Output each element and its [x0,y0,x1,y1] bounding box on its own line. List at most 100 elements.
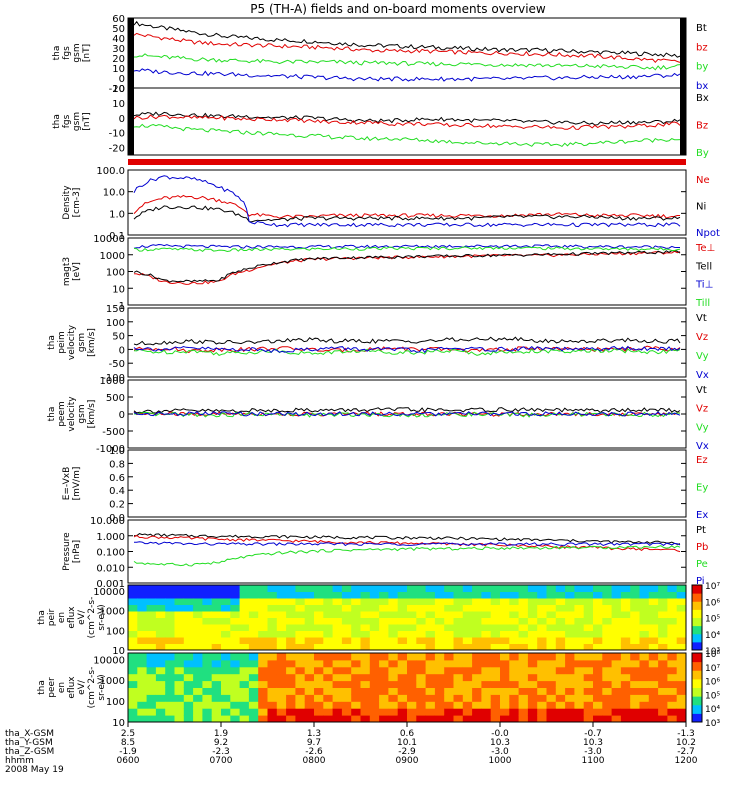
spectrogram-cell [360,624,371,631]
spectrogram-cell [481,666,492,675]
spectrogram-cell [369,666,380,675]
spectrogram-cell [509,687,520,695]
spectrogram-cell [490,611,501,618]
spectrogram-cell [500,585,510,592]
spectrogram-cell [620,598,631,605]
spectrogram-cell [239,624,250,631]
spectrogram-cell [267,653,278,661]
spectrogram-cell [137,591,148,599]
spectrogram-cell [462,624,473,631]
spectrogram-cell [174,680,185,688]
spectrogram-cell [444,630,454,638]
spectrogram-cell [611,617,622,625]
spectrogram-cell [676,643,687,651]
spectrogram-cell [425,673,436,682]
series-line [133,123,681,148]
spectrogram-cell [286,708,296,716]
colorbar-label: 10⁶ [705,598,720,608]
spectrogram-cell [323,624,334,631]
spectrogram-cell [537,715,547,723]
spectrogram-cell [462,585,473,592]
spectrogram-cell [276,666,287,675]
panel-frame [127,169,687,236]
y-tick-label: 100.0 [96,166,125,177]
spectrogram-cell [193,659,203,668]
spectrogram-cell [276,624,287,631]
spectrogram-cell [137,687,148,695]
y-tick-label: 10 [112,284,125,295]
spectrogram-cell [221,637,231,644]
panel-frame [127,449,687,518]
spectrogram-cell [221,611,231,618]
spectrogram-cell [202,611,213,618]
spectrogram-cell [490,637,501,644]
spectrogram-cell [202,708,213,716]
spectrogram-cell [444,611,454,618]
spectrogram-cell [472,604,482,612]
spectrogram-cell [574,659,585,668]
legend-entry: Vt [696,385,707,396]
spectrogram-cell [388,611,399,618]
spectrogram-cell [667,701,678,709]
spectrogram-cell [155,624,166,631]
spectrogram-cell [667,643,678,651]
spectrogram-cell [518,637,529,644]
spectrogram-cell [658,680,668,688]
spectrogram-cell [332,680,343,688]
spectrogram-cell [481,708,492,716]
spectrogram-cell [667,680,678,688]
spectrogram-cell [509,585,520,592]
spectrogram-cell [276,673,287,682]
spectrogram-cell [323,680,334,688]
spectrogram-cell [230,624,241,631]
spectrogram-cell [369,604,380,612]
spectrogram-cell [267,701,278,709]
spectrogram-cell [286,715,296,723]
spectrogram-cell [546,680,557,688]
spectrogram-cell [332,708,343,716]
spectrogram-cell [527,637,538,644]
spectrogram-cell [453,659,464,668]
spectrogram-cell [518,715,529,723]
spectrogram-cell [546,659,557,668]
y-tick-label: 1.0 [109,446,125,457]
spectrogram-cell [295,687,306,695]
spectrogram-cell [453,604,464,612]
spectrogram-cell [518,630,529,638]
y-axis-label-line: tha [37,680,47,695]
legend-entry: Vy [696,351,709,362]
spectrogram-cell [583,643,594,651]
spectrogram-cell [583,630,594,638]
x-tick-label: 1.3 [307,729,321,739]
spectrogram-cell [314,591,324,599]
spectrogram-cell [630,659,640,668]
spectrogram-cell [583,598,594,605]
spectrogram-cell [602,701,613,709]
spectrogram-cell [174,708,185,716]
spectrogram-cell [314,659,324,668]
spectrogram-cell [593,694,603,702]
spectrogram-cell [462,653,473,661]
data-gap-bar [128,18,134,88]
spectrogram-cell [555,637,566,644]
spectrogram-cell [583,687,594,695]
spectrogram-cell [128,630,138,638]
spectrogram-cell [444,666,454,675]
spectrogram-cell [527,611,538,618]
spectrogram-cell [611,666,622,675]
spectrogram-cell [648,637,659,644]
spectrogram-cell [221,604,231,612]
spectrogram-cell [137,715,148,723]
spectrogram-cell [165,708,175,716]
spectrogram-cell [165,591,175,599]
spectrogram-cell [611,611,622,618]
spectrogram-cell [500,624,510,631]
x-row-label: hhmm [5,756,34,766]
spectrogram-cell [276,701,287,709]
spectrogram-cell [444,680,454,688]
spectrogram-cell [527,604,538,612]
spectrogram-cell [351,666,361,675]
spectrogram-cell [193,643,203,651]
spectrogram-cell [639,701,650,709]
spectrogram-cell [407,643,417,651]
